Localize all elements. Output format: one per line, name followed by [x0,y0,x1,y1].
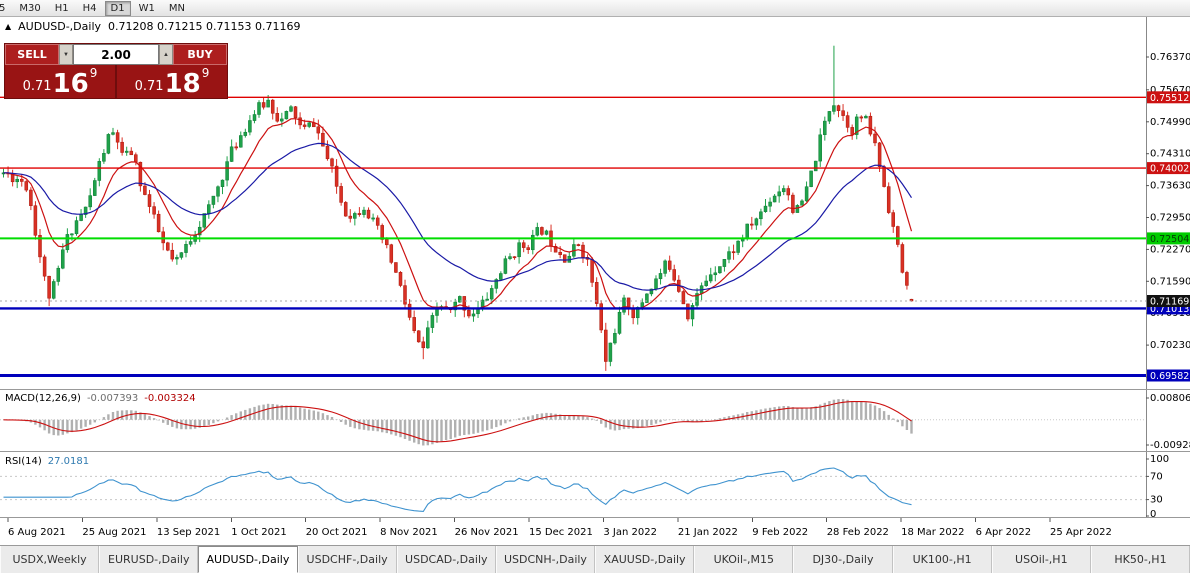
svg-text:3 Jan 2022: 3 Jan 2022 [603,527,657,538]
svg-text:70: 70 [1150,471,1163,482]
svg-text:28 Feb 2022: 28 Feb 2022 [827,527,889,538]
volume-down-button[interactable]: ▼ [59,44,73,65]
chart-ohlc-values: 0.71208 0.71215 0.71153 0.71169 [108,20,301,33]
svg-text:1 Oct 2021: 1 Oct 2021 [231,527,286,538]
svg-text:0.00806: 0.00806 [1150,393,1190,404]
rsi-name: RSI(14) [5,456,42,467]
timeframe-button-w1[interactable]: W1 [133,1,161,16]
timeframe-button-h1[interactable]: H1 [49,1,75,16]
svg-text:0.72270: 0.72270 [1150,244,1190,255]
svg-text:25 Aug 2021: 25 Aug 2021 [82,527,146,538]
svg-text:-0.00928: -0.00928 [1150,440,1190,451]
macd-histogram [6,399,913,446]
chart-tab-ukoil-m15[interactable]: UKOil-,M15 [694,546,794,573]
svg-text:0.75512: 0.75512 [1150,93,1189,104]
chart-symbol-label: AUDUSD-,Daily [18,20,102,33]
price-tag-0.72504: 0.72504 [1147,232,1190,245]
buy-price-pips: 18 [164,69,201,100]
chart-tab-usdx-weekly[interactable]: USDX,Weekly [0,546,100,573]
chart-header: ▲ AUDUSD-,Daily 0.71208 0.71215 0.71153 … [5,20,300,33]
buy-button[interactable]: BUY [173,44,227,65]
svg-text:21 Jan 2022: 21 Jan 2022 [678,527,738,538]
price-tag-0.75512: 0.75512 [1147,91,1190,104]
rsi-value: 27.0181 [47,456,90,467]
volume-up-button[interactable]: ▲ [159,44,173,65]
chart-tab-dj30-daily[interactable]: DJ30-,Daily [793,546,893,573]
trade-panel-divider [115,65,117,98]
buy-price[interactable]: 0.71 18 9 [117,65,227,98]
timeframe-button-m30[interactable]: M30 [13,1,46,16]
ma-10-line [3,118,913,310]
chart-tab-audusd-daily[interactable]: AUDUSD-,Daily [198,546,298,573]
timeframe-button-mn[interactable]: MN [163,1,191,16]
date-axis: 6 Aug 2021 25 Aug 2021 13 Sep 2021 1 Oct 20… [7,518,1112,538]
svg-text:20 Oct 2021: 20 Oct 2021 [306,527,368,538]
sell-price-base: 0.71 [22,79,52,94]
chart-tab-xauusd-daily[interactable]: XAUUSD-,Daily [595,546,695,573]
sell-price-pips: 16 [52,69,89,100]
chart-tab-bar: USDX,Weekly EURUSD-,Daily AUDUSD-,Daily USD… [0,545,1190,573]
trade-panel-toggle-icon[interactable]: ▲ [5,22,12,31]
svg-text:0: 0 [1150,509,1156,520]
timeframe-toolbar: 5M30H1H4D1W1MN [0,0,1190,17]
macd-value-signal: -0.003324 [144,393,196,404]
svg-text:0.75670: 0.75670 [1150,85,1190,96]
svg-text:6 Apr 2022: 6 Apr 2022 [976,527,1031,538]
svg-text:0.71169: 0.71169 [1150,297,1189,308]
chart-tab-usdcnh-daily[interactable]: USDCNH-,Daily [495,546,596,573]
svg-text:0.72950: 0.72950 [1150,213,1190,224]
chart-tab-usoil-h1[interactable]: USOil-,H1 [991,546,1091,573]
svg-text:6 Aug 2021: 6 Aug 2021 [8,527,66,538]
svg-text:25 Apr 2022: 25 Apr 2022 [1050,527,1112,538]
svg-text:0.71013: 0.71013 [1150,304,1189,315]
svg-text:0.74990: 0.74990 [1150,117,1190,128]
svg-text:26 Nov 2021: 26 Nov 2021 [455,527,519,538]
svg-text:9 Feb 2022: 9 Feb 2022 [752,527,808,538]
one-click-trading-panel: SELL ▼ ▲ BUY 0.71 16 9 0.71 18 9 [4,43,228,99]
timeframe-button-5[interactable]: 5 [0,1,11,16]
chart-tab-usdcad-daily[interactable]: USDCAD-,Daily [396,546,496,573]
rsi-line [3,467,912,512]
sell-price-point: 9 [89,66,98,80]
macd-value-main: -0.007393 [86,393,139,404]
svg-text:0.74310: 0.74310 [1150,149,1190,160]
price-tag-current: 0.71169 [1147,295,1190,308]
price-tag-0.69582: 0.69582 [1147,369,1190,382]
svg-text:0.76370: 0.76370 [1150,52,1190,63]
ma-30-line [3,142,913,291]
svg-text:0.70230: 0.70230 [1150,340,1190,351]
macd-name: MACD(12,26,9) [5,393,81,404]
timeframe-button-d1[interactable]: D1 [104,0,131,16]
price-tag-0.74002: 0.74002 [1147,162,1190,175]
macd-signal-line [3,400,912,443]
chart-tab-eurusd-daily[interactable]: EURUSD-,Daily [99,546,199,573]
svg-text:0.71590: 0.71590 [1150,276,1190,287]
candlesticks [1,45,914,371]
svg-text:0.74002: 0.74002 [1150,164,1189,175]
rsi-axis: 100 70 30 0 [1146,454,1169,520]
rsi-indicator-label: RSI(14) 27.0181 [5,456,89,467]
volume-input[interactable] [73,44,159,65]
sell-price[interactable]: 0.71 16 9 [5,65,115,98]
svg-text:13 Sep 2021: 13 Sep 2021 [157,527,220,538]
buy-price-point: 9 [201,66,210,80]
sell-button[interactable]: SELL [5,44,59,65]
svg-text:30: 30 [1150,495,1163,506]
macd-axis: 0.00806 -0.00928 [1146,393,1190,451]
svg-text:15 Dec 2021: 15 Dec 2021 [529,527,593,538]
svg-text:0.72504: 0.72504 [1150,234,1189,245]
chart-tab-uk100-h1[interactable]: UK100-,H1 [892,546,992,573]
chart-tab-hk50-h1[interactable]: HK50-,H1 [1090,546,1190,573]
svg-text:18 Mar 2022: 18 Mar 2022 [901,527,964,538]
timeframe-button-h4[interactable]: H4 [77,1,103,16]
svg-text:100: 100 [1150,454,1169,465]
svg-text:0.73630: 0.73630 [1150,181,1190,192]
chart-tab-usdchf-daily[interactable]: USDCHF-,Daily [297,546,397,573]
svg-text:8 Nov 2021: 8 Nov 2021 [380,527,438,538]
macd-indicator-label: MACD(12,26,9) -0.007393 -0.003324 [5,393,196,404]
svg-text:0.69582: 0.69582 [1150,371,1189,382]
buy-price-base: 0.71 [134,79,164,94]
